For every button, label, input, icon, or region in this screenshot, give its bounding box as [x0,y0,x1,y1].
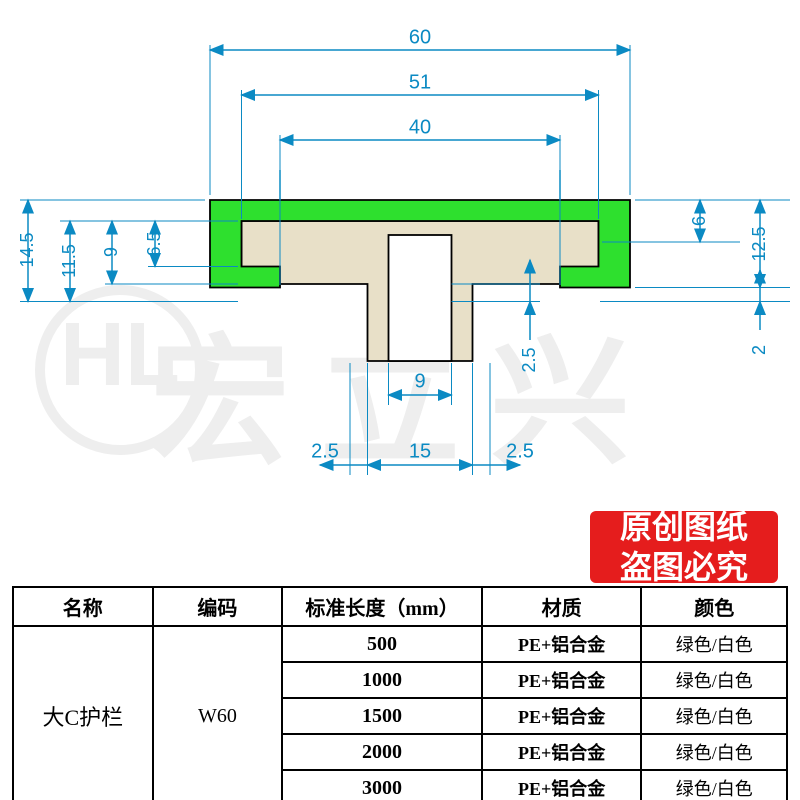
table-header-row: 名称 编码 标准长度（mm） 材质 颜色 [13,587,787,626]
dim-15: 15 [409,440,431,462]
th-material: 材质 [482,587,642,626]
cell-mat: PE+铝合金 [482,734,642,770]
dim-2-5-r: 2.5 [519,347,539,372]
cell-len: 500 [282,626,482,662]
dim-60: 60 [409,26,431,48]
cell-mat: PE+铝合金 [482,698,642,734]
th-length: 标准长度（mm） [282,587,482,626]
table-row: 大C护栏 W60 500 PE+铝合金 绿色/白色 [13,626,787,662]
dim-2-5-a: 2.5 [311,440,339,462]
cell-name: 大C护栏 [13,626,153,800]
dim-6: 6 [689,216,709,226]
cell-color: 绿色/白色 [641,626,787,662]
dim-2: 2 [749,345,769,355]
dim-9-left: 9 [101,247,121,257]
cell-mat: PE+铝合金 [482,662,642,698]
dim-11-5: 11.5 [59,244,79,278]
cell-len: 2000 [282,734,482,770]
cell-mat: PE+铝合金 [482,626,642,662]
th-name: 名称 [13,587,153,626]
dim-2-5-b: 2.5 [506,440,534,462]
cell-len: 3000 [282,770,482,800]
dim-9-stem: 9 [414,370,425,392]
cell-len: 1500 [282,698,482,734]
th-color: 颜色 [641,587,787,626]
technical-drawing: 60 51 40 14.5 11.5 9 6.5 6 12.5 2 [0,0,800,560]
cell-color: 绿色/白色 [641,662,787,698]
th-code: 编码 [153,587,283,626]
cell-color: 绿色/白色 [641,698,787,734]
spec-table: 名称 编码 标准长度（mm） 材质 颜色 大C护栏 W60 500 PE+铝合金… [12,586,788,800]
cell-mat: PE+铝合金 [482,770,642,800]
cell-len: 1000 [282,662,482,698]
dim-6-5: 6.5 [144,231,164,256]
dim-40: 40 [409,116,431,138]
cell-code: W60 [153,626,283,800]
dim-14-5: 14.5 [17,232,37,267]
cell-color: 绿色/白色 [641,734,787,770]
cell-color: 绿色/白色 [641,770,787,800]
dim-51: 51 [409,71,431,93]
dim-12-5: 12.5 [749,226,769,261]
